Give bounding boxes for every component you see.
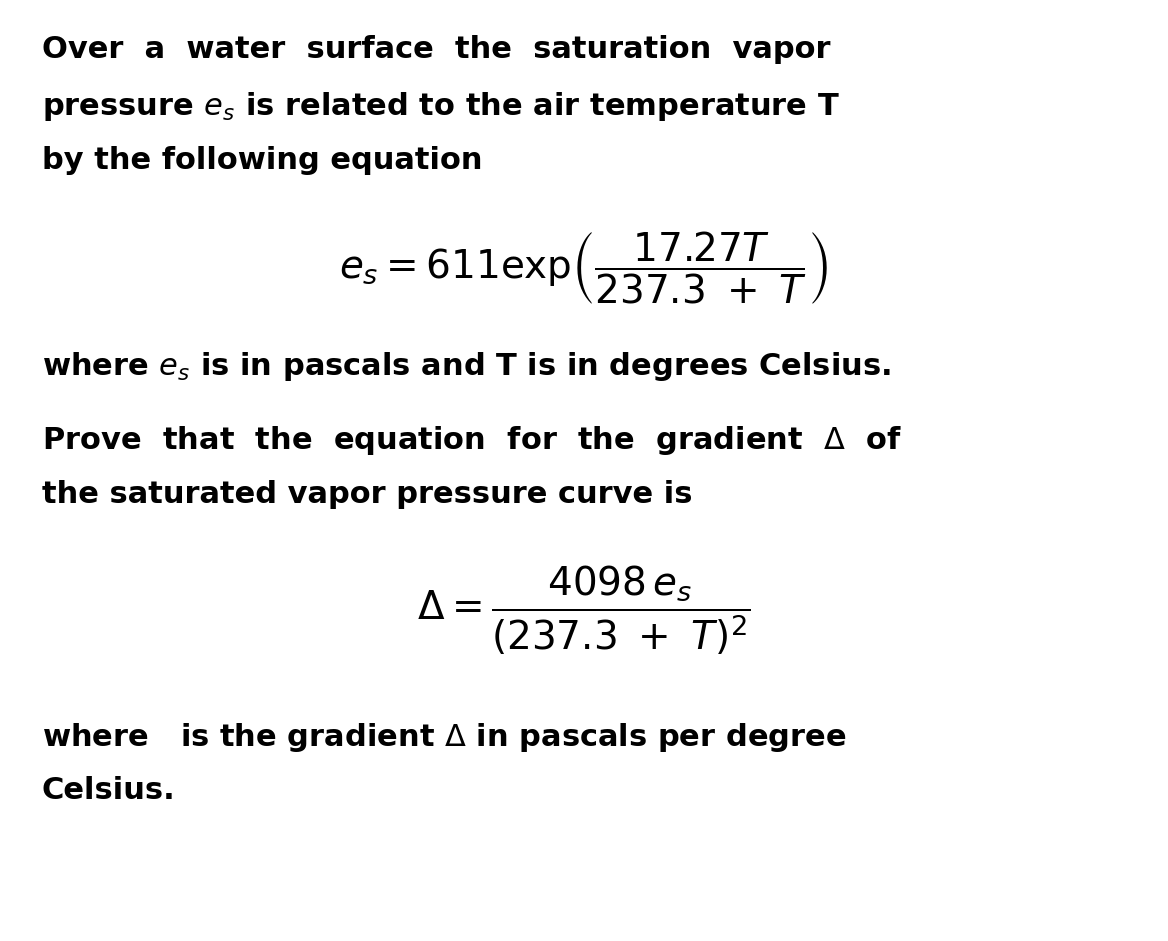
Text: where $e_s$ is in pascals and T is in degrees Celsius.: where $e_s$ is in pascals and T is in de… [42,350,890,383]
Text: Celsius.: Celsius. [42,776,175,805]
Text: Prove  that  the  equation  for  the  gradient  $\Delta$  of: Prove that the equation for the gradient… [42,424,902,457]
Text: by the following equation: by the following equation [42,146,482,175]
Text: $\Delta = \dfrac{4098\, e_s}{(237.3\ +\ T)^2}$: $\Delta = \dfrac{4098\, e_s}{(237.3\ +\ … [417,564,751,657]
Text: where   is the gradient $\Delta$ in pascals per degree: where is the gradient $\Delta$ in pascal… [42,721,846,754]
Text: pressure $e_s$ is related to the air temperature T: pressure $e_s$ is related to the air tem… [42,90,840,123]
Text: Over  a  water  surface  the  saturation  vapor: Over a water surface the saturation vapo… [42,35,830,64]
Text: $e_s = 611\mathrm{exp}\left(\dfrac{17.27T}{237.3\ +\ T}\right)$: $e_s = 611\mathrm{exp}\left(\dfrac{17.27… [340,230,828,307]
Text: the saturated vapor pressure curve is: the saturated vapor pressure curve is [42,480,693,509]
